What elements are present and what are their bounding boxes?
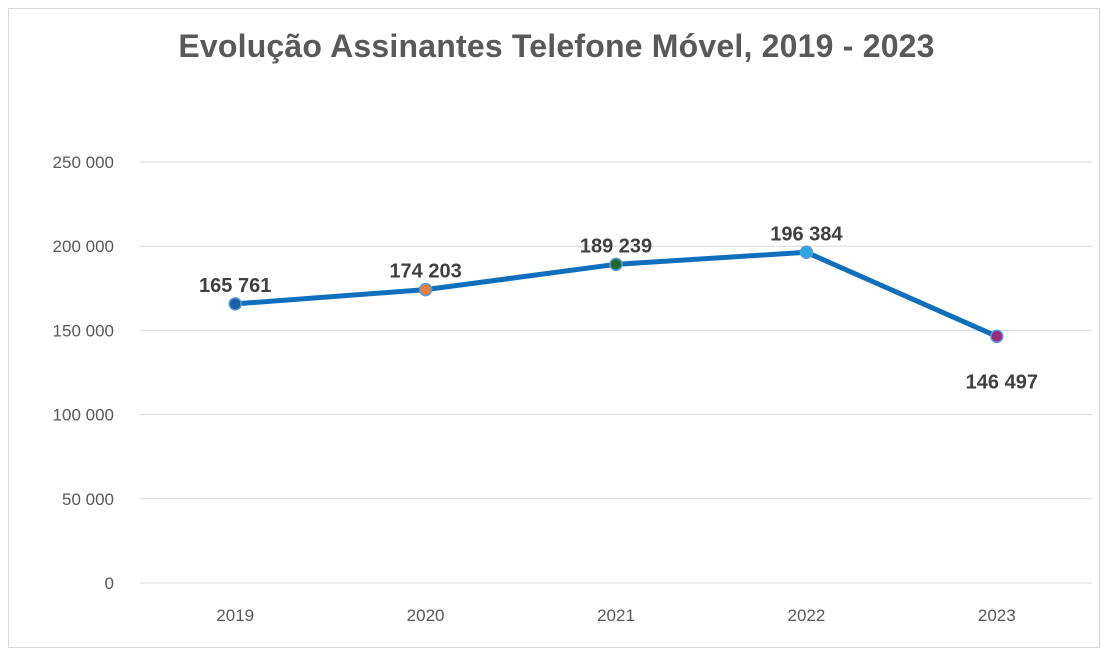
data-labels: 165 761 174 203 189 239 196 384 146 497 [199,223,1038,393]
x-tick-label-2020: 2020 [407,606,445,625]
point-2023 [990,329,1004,344]
data-label-2023: 146 497 [966,371,1038,393]
chart-frame [8,8,1100,648]
point-2020 [418,282,433,297]
x-tick-label-2023: 2023 [978,606,1016,625]
data-label-2019: 165 761 [199,275,271,297]
y-tick-label: 150 000 [53,321,114,340]
data-label-2020: 174 203 [389,261,461,283]
gridlines [140,161,1092,584]
axes: 0 50 000 100 000 150 000 200 000 250 000 2019 2… [53,153,1016,625]
y-tick-label: 250 000 [53,153,114,172]
y-tick-label: 50 000 [62,490,114,509]
series-subscribers [228,245,1004,344]
point-2022 [799,245,814,260]
point-2019 [228,297,242,311]
x-tick-label-2021: 2021 [597,606,635,625]
data-label-2022: 196 384 [770,223,843,245]
chart-title: Evolução Assinantes Telefone Móvel, 2019… [178,28,935,64]
point-2021 [609,257,623,272]
data-label-2021: 189 239 [580,235,652,257]
y-tick-label: 200 000 [53,237,114,256]
y-tick-label: 0 [105,574,114,593]
x-tick-label-2022: 2022 [787,606,825,625]
x-tick-label-2019: 2019 [216,606,254,625]
y-tick-label: 100 000 [53,406,114,425]
